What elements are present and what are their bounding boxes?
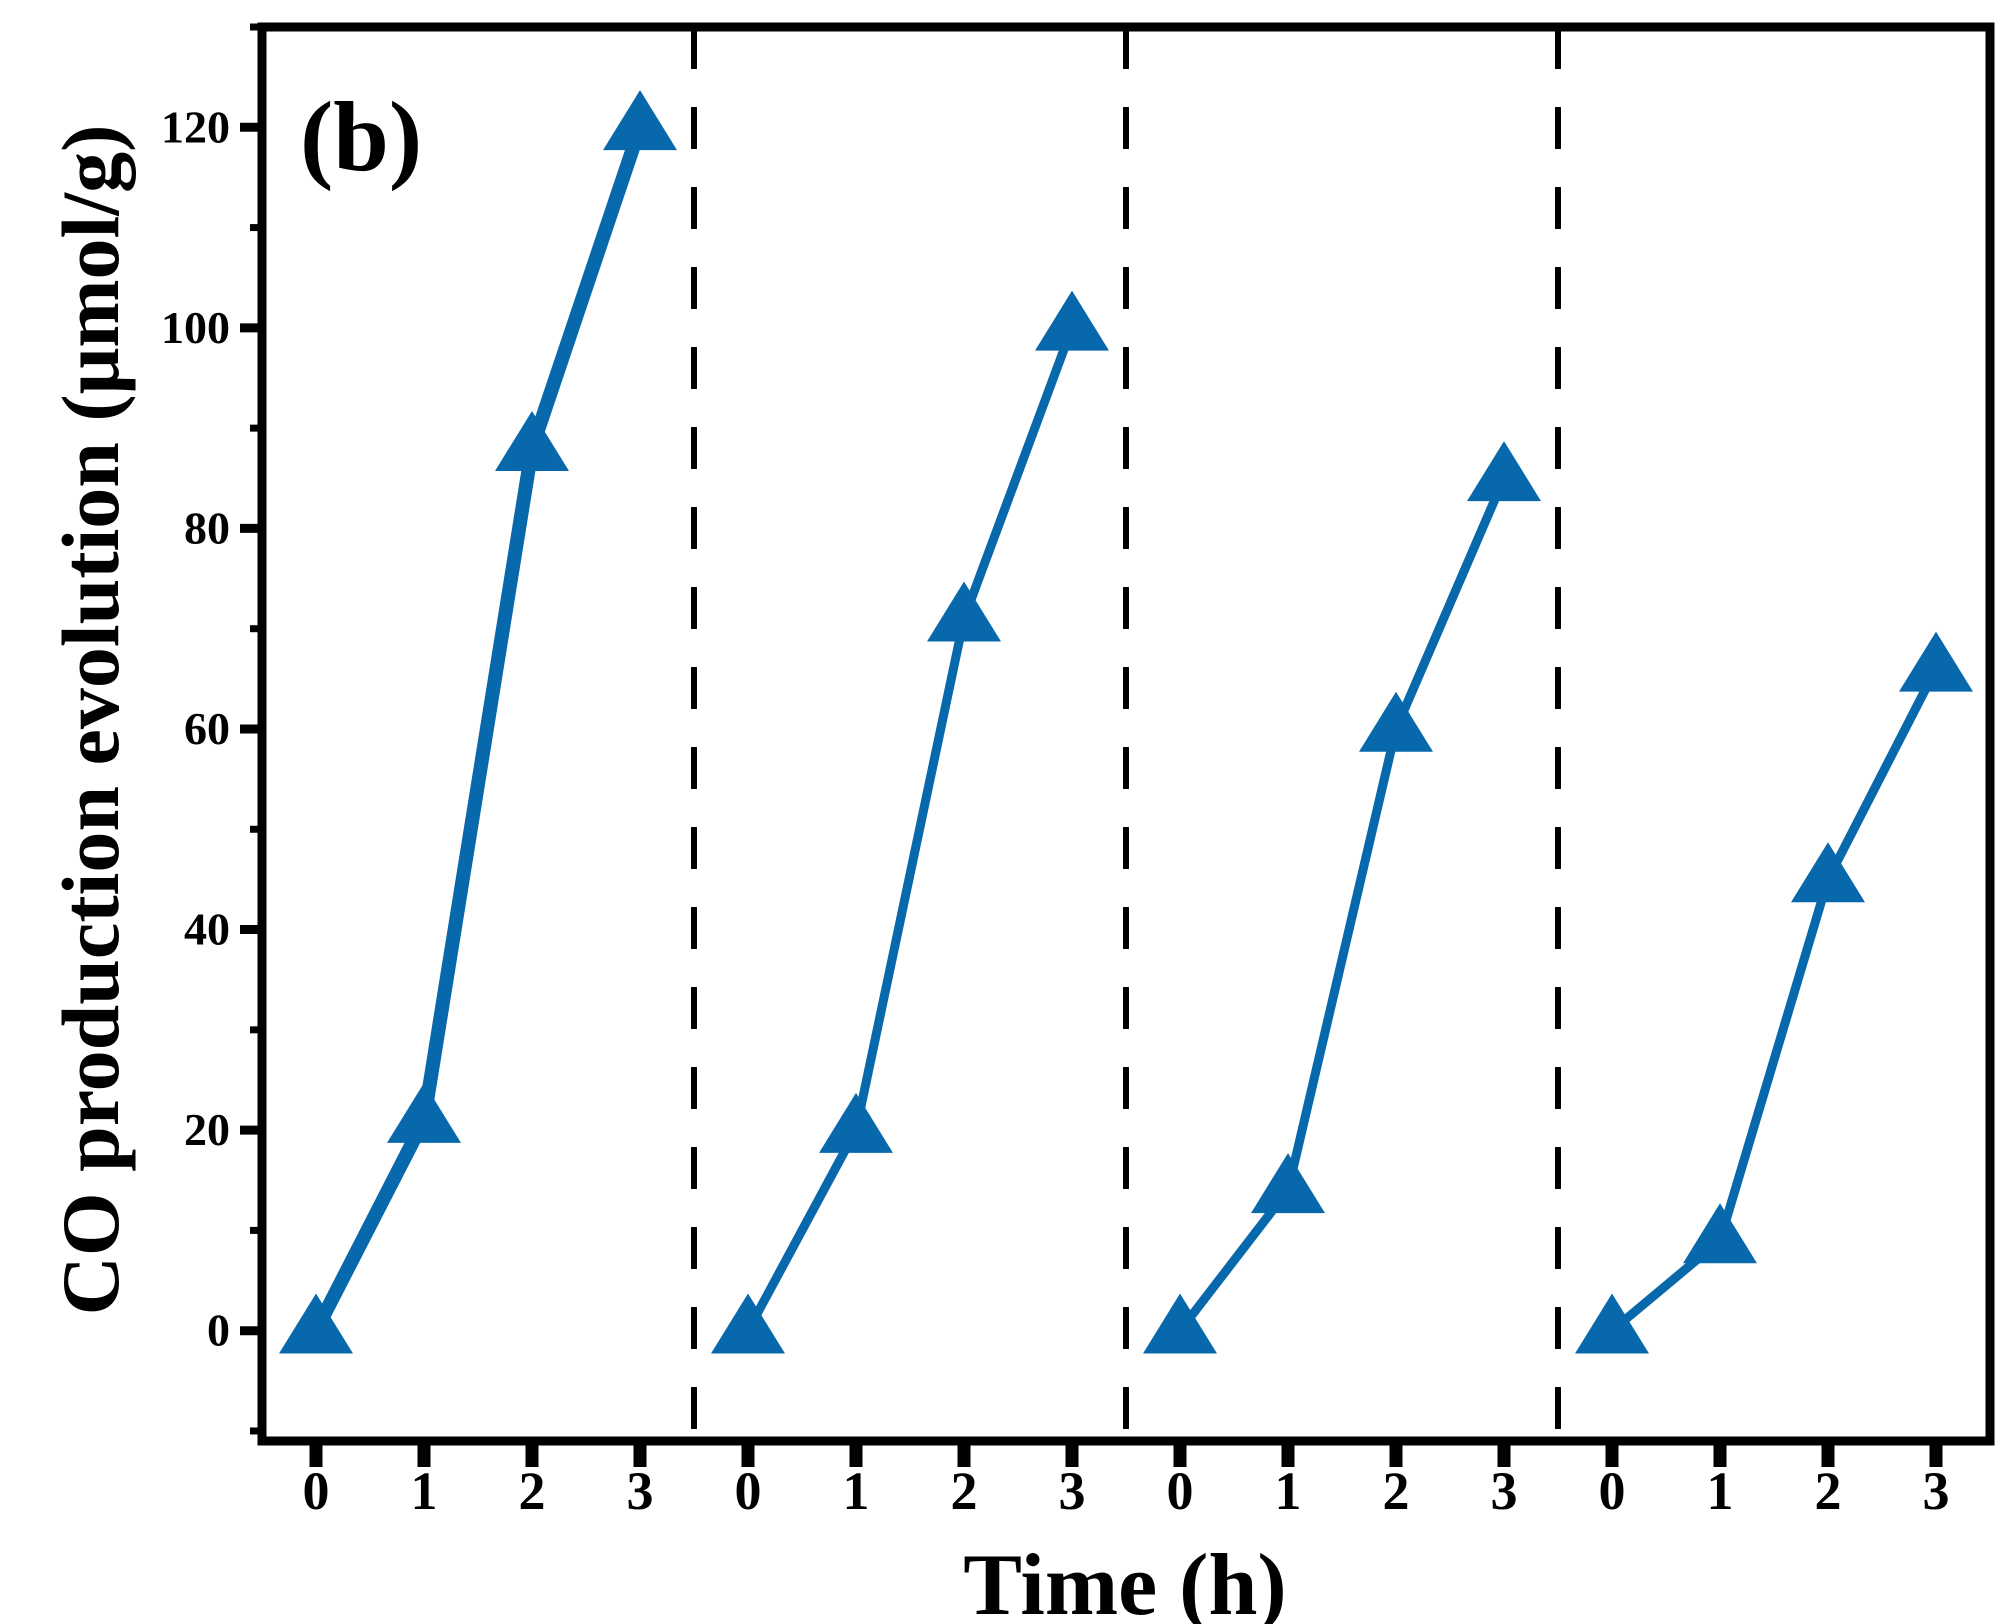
data-point-triangle bbox=[1251, 1153, 1325, 1214]
x-tick-label: 1 bbox=[411, 1461, 438, 1521]
series-line-cycle-2 bbox=[744, 326, 1077, 1333]
series-line-cycle-1 bbox=[309, 125, 647, 1334]
y-tick-label: 0 bbox=[207, 1305, 230, 1356]
data-point-triangle bbox=[927, 581, 1001, 642]
x-tick-label: 0 bbox=[1167, 1461, 1194, 1521]
data-point-triangle bbox=[495, 410, 569, 471]
x-tick-label: 2 bbox=[1383, 1461, 1410, 1521]
x-tick-label: 3 bbox=[1491, 1461, 1518, 1521]
x-tick-label: 3 bbox=[627, 1461, 654, 1521]
data-point-triangle bbox=[279, 1293, 353, 1354]
y-tick-label: 120 bbox=[161, 101, 230, 152]
y-tick-label: 100 bbox=[161, 302, 230, 353]
x-tick-label: 1 bbox=[1275, 1461, 1302, 1521]
y-tick-label: 80 bbox=[184, 502, 230, 553]
data-point-triangle bbox=[1467, 441, 1541, 502]
x-tick-label: 3 bbox=[1923, 1461, 1950, 1521]
panel-label: (b) bbox=[300, 81, 422, 192]
data-point-triangle bbox=[1575, 1293, 1649, 1354]
x-tick-label: 0 bbox=[1599, 1461, 1626, 1521]
data-point-triangle bbox=[711, 1293, 785, 1354]
y-tick-label: 20 bbox=[184, 1104, 230, 1155]
x-tick-label: 1 bbox=[843, 1461, 870, 1521]
x-tick-label: 2 bbox=[951, 1461, 978, 1521]
data-point-triangle bbox=[819, 1092, 893, 1153]
x-tick-label: 0 bbox=[303, 1461, 330, 1521]
series-line-cycle-4 bbox=[1609, 666, 1941, 1335]
data-point-triangle bbox=[1683, 1203, 1757, 1264]
x-axis-title: Time (h) bbox=[963, 1537, 1286, 1624]
y-axis-title: CO production evolution (μmol/g) bbox=[45, 125, 136, 1316]
data-point-triangle bbox=[1359, 691, 1433, 752]
y-tick-label: 40 bbox=[184, 904, 230, 955]
data-point-triangle bbox=[1035, 290, 1109, 351]
y-tick-label: 60 bbox=[184, 703, 230, 754]
data-point-triangle bbox=[603, 90, 677, 151]
x-tick-label: 2 bbox=[1815, 1461, 1842, 1521]
x-tick-label: 1 bbox=[1707, 1461, 1734, 1521]
data-point-triangle bbox=[1791, 842, 1865, 903]
data-point-triangle bbox=[1899, 631, 1973, 692]
data-point-triangle bbox=[1143, 1293, 1217, 1354]
x-tick-label: 3 bbox=[1059, 1461, 1086, 1521]
series-line-cycle-3 bbox=[1176, 476, 1509, 1334]
x-tick-label: 2 bbox=[519, 1461, 546, 1521]
x-tick-label: 0 bbox=[735, 1461, 762, 1521]
plot-area: 0 20 40 60 80 100 120 0 1 2 3 0 1 2 3 0 1 2 3 0 1 2 3 bbox=[161, 22, 1995, 1521]
data-point-triangle bbox=[387, 1082, 461, 1143]
